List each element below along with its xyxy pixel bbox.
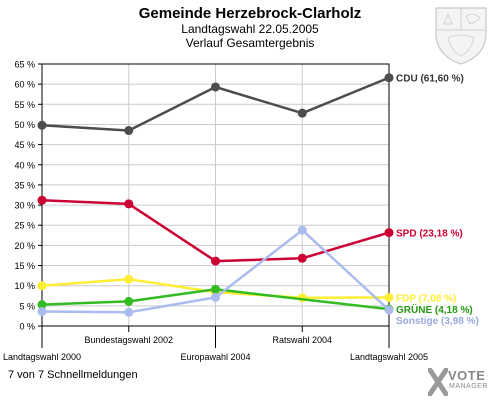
y-tick-label: 35 % <box>14 180 35 190</box>
series-line-gr-ne <box>41 288 390 311</box>
logo-word-manager: MANAGER <box>449 383 488 390</box>
chart-header: Gemeinde Herzebrock-Clarholz Landtagswah… <box>0 0 500 50</box>
data-point-spd <box>384 228 394 238</box>
y-tick-label: 15 % <box>14 261 35 271</box>
logo-x-icon <box>428 368 448 396</box>
data-point-fdp <box>384 292 394 302</box>
y-tick-label: 60 % <box>14 80 35 90</box>
chart-subtitle-election: Landtagswahl 22.05.2005 <box>181 22 319 36</box>
data-point-gr-ne <box>211 284 220 294</box>
x-tick-label: Landtagswahl 2005 <box>350 352 428 362</box>
y-tick-label: 20 % <box>14 241 35 251</box>
plot-frame <box>41 63 390 327</box>
data-point-cdu <box>124 126 134 136</box>
data-point-sonstige <box>124 307 134 317</box>
series-end-label-fdp: FDP (7,08 %) <box>396 293 456 304</box>
y-tick-label: 55 % <box>14 100 35 110</box>
series-end-label-gr-ne: GRÜNE (4,18 %) <box>396 303 473 316</box>
series-end-label-spd: SPD (23,18 %) <box>396 229 463 240</box>
x-tick-label: Ratswahl 2004 <box>272 335 332 345</box>
data-point-spd <box>297 253 307 263</box>
data-point-fdp <box>124 274 134 284</box>
y-tick-label: 40 % <box>14 160 35 170</box>
chart-subtitle-view: Verlauf Gesamtergebnis <box>185 36 315 50</box>
y-tick-label: 50 % <box>14 120 35 130</box>
data-point-gr-ne <box>124 296 134 306</box>
data-point-cdu <box>384 73 394 83</box>
data-point-spd <box>211 256 220 266</box>
y-tick-label: 65 % <box>14 60 35 70</box>
x-tick-label: Europawahl 2004 <box>180 352 250 362</box>
data-point-cdu <box>297 108 307 118</box>
data-point-spd <box>37 195 47 205</box>
y-tick-label: 30 % <box>14 201 35 211</box>
reports-count-note: 7 von 7 Schnellmeldungen <box>8 369 138 381</box>
chart-title: Gemeinde Herzebrock-Clarholz <box>138 5 362 22</box>
series-end-label-sonstige: Sonstige (3,98 %) <box>396 316 479 327</box>
y-tick-label: 45 % <box>14 140 35 150</box>
data-point-spd <box>124 199 134 209</box>
series-end-label-cdu: CDU (61,60 %) <box>396 74 464 85</box>
data-point-fdp <box>37 281 47 291</box>
data-point-sonstige <box>211 292 220 302</box>
coat-of-arms-icon <box>435 7 487 65</box>
logo-word-vote: VOTE <box>448 368 486 383</box>
x-tick-label: Bundestagswahl 2002 <box>84 335 173 345</box>
data-point-sonstige <box>384 305 394 315</box>
y-tick-label: 5 % <box>19 301 35 311</box>
data-point-cdu <box>211 82 220 92</box>
data-point-gr-ne <box>37 300 47 310</box>
data-point-sonstige <box>37 306 47 316</box>
y-tick-label: 0 % <box>19 322 35 332</box>
data-point-sonstige <box>297 225 307 235</box>
y-tick-label: 25 % <box>14 221 35 231</box>
x-tick-label: Landtagswahl 2000 <box>3 352 81 362</box>
vote-manager-logo: VOTE MANAGER <box>428 366 496 398</box>
y-tick-label: 10 % <box>14 281 35 291</box>
data-point-cdu <box>37 120 47 130</box>
